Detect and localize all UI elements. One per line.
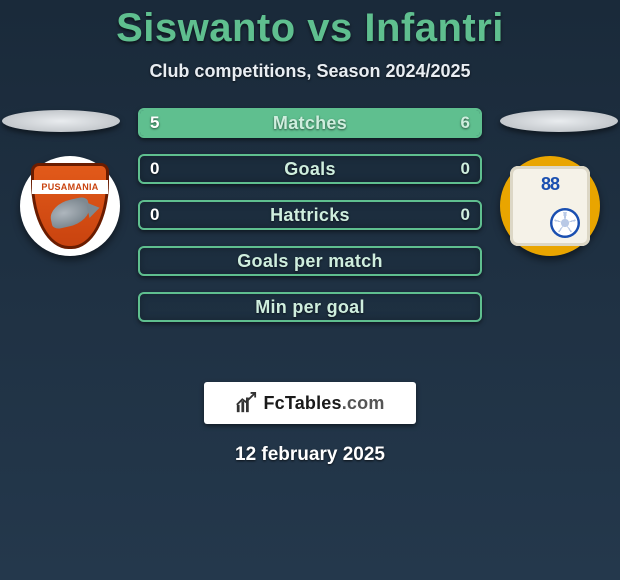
club-right-number: 88: [525, 174, 575, 195]
stat-fill-left: [140, 110, 295, 136]
page-subtitle: Club competitions, Season 2024/2025: [0, 61, 620, 82]
stat-bar: Min per goal: [138, 292, 482, 322]
stat-value-right: 0: [461, 159, 470, 179]
brand-badge: FcTables.com: [204, 382, 416, 424]
page-title: Siswanto vs Infantri: [0, 0, 620, 51]
stat-value-left: 0: [150, 159, 159, 179]
stat-value-right: 0: [461, 205, 470, 225]
stat-label: Hattricks: [270, 205, 350, 226]
chart-up-icon: [235, 392, 257, 414]
club-badge-left: PUSAMANIA: [20, 156, 120, 256]
stat-value-left: 5: [150, 113, 159, 133]
player-shadow-right: [500, 110, 618, 132]
stat-bar: Goals per match: [138, 246, 482, 276]
shield-icon: PUSAMANIA: [31, 163, 109, 249]
brand-domain: .com: [342, 393, 385, 413]
stat-bar: 0 0 Hattricks: [138, 200, 482, 230]
comparison-stage: PUSAMANIA 88 5 6 Matches 0 0 Goals 0 0 Hattricks…: [0, 108, 620, 368]
stat-label: Goals per match: [237, 251, 383, 272]
soccer-ball-icon: [550, 208, 580, 238]
snapshot-date: 12 february 2025: [0, 444, 620, 466]
stat-bar: 0 0 Goals: [138, 154, 482, 184]
stat-value-right: 6: [461, 113, 470, 133]
stat-label: Goals: [284, 159, 336, 180]
stat-label: Matches: [273, 113, 347, 134]
stat-bars: 5 6 Matches 0 0 Goals 0 0 Hattricks Goals per mat…: [138, 108, 482, 322]
club-badge-right: 88: [500, 156, 600, 256]
player-shadow-left: [2, 110, 120, 132]
club-left-band: PUSAMANIA: [32, 180, 108, 194]
stat-label: Min per goal: [255, 297, 365, 318]
brand-name: FcTables: [263, 393, 341, 413]
stat-value-left: 0: [150, 205, 159, 225]
brand-text: FcTables.com: [263, 393, 384, 414]
fish-icon: [48, 196, 93, 230]
stat-bar: 5 6 Matches: [138, 108, 482, 138]
